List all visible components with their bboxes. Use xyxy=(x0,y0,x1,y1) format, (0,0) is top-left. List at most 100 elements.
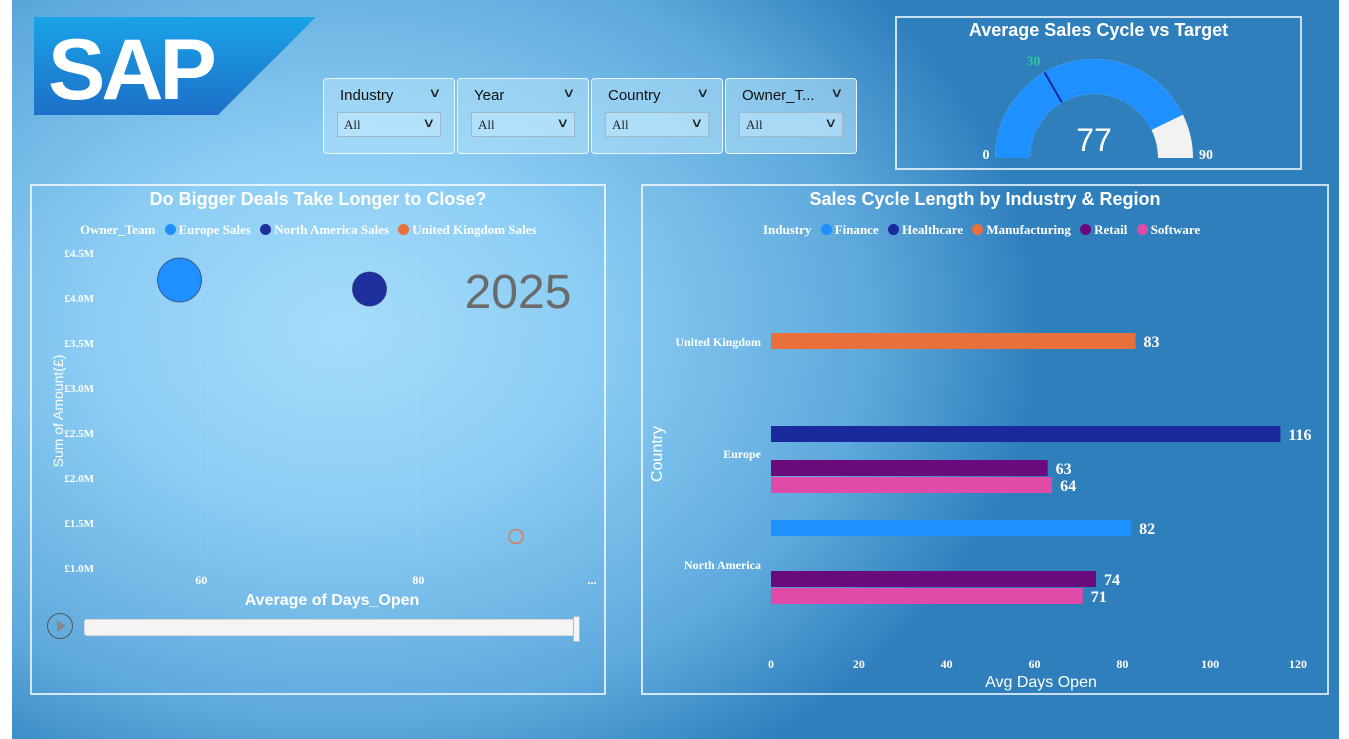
chevron-down-icon[interactable]: ∨ xyxy=(830,85,844,100)
scatter-point-north-america-sales[interactable] xyxy=(351,271,388,307)
legend-label-finance[interactable]: Finance xyxy=(834,222,879,237)
y-tick-label: £3.0M xyxy=(64,383,94,395)
play-axis-slider[interactable] xyxy=(84,616,580,642)
category-label: United Kingdom xyxy=(675,335,761,349)
y-tick-label: £3.5M xyxy=(64,338,94,350)
barchart-legend-title: Industry xyxy=(763,222,812,237)
bar-europe-retail[interactable] xyxy=(771,460,1048,476)
gauge-fill xyxy=(995,58,1183,159)
gauge-value-label: 77 xyxy=(1076,122,1112,158)
x-tick-label: 20 xyxy=(853,657,865,671)
bar-north-america-finance[interactable] xyxy=(771,520,1132,536)
gauge-title: Average Sales Cycle vs Target xyxy=(968,20,1229,40)
sap-logo: SAP xyxy=(34,17,316,115)
scatter-year-label: 2025 xyxy=(465,266,572,319)
barchart-panel[interactable]: Sales Cycle Length by Industry & Region … xyxy=(641,184,1329,695)
play-axis-handle[interactable] xyxy=(573,616,580,642)
slicer-industry-label: Industry xyxy=(340,87,394,104)
legend-dot-united-kingdom-sales xyxy=(398,224,410,235)
chevron-down-icon: ∨ xyxy=(422,115,436,130)
x-tick-label: 60 xyxy=(1029,657,1041,671)
chevron-down-icon[interactable]: ∨ xyxy=(696,85,710,100)
scatter-point-europe-sales[interactable] xyxy=(157,257,203,303)
x-tick-label: 60 xyxy=(195,573,207,587)
legend-label-north-america-sales[interactable]: North America Sales xyxy=(274,222,390,237)
scatter-plot: 2025 ... £1.0M £1.5M £2.0M £2.5M £3.0M £3.5M £… xyxy=(50,248,597,609)
legend-label-retail[interactable]: Retail xyxy=(1094,222,1128,237)
x-tick-label: 40 xyxy=(941,657,953,671)
legend-dot-finance xyxy=(820,224,832,235)
bar-north-america-retail[interactable] xyxy=(771,571,1096,587)
bar-europe-healthcare[interactable] xyxy=(771,426,1281,442)
sap-logo-text: SAP xyxy=(48,22,214,115)
slicer-year-label: Year xyxy=(474,87,505,104)
chevron-down-icon: ∨ xyxy=(824,115,838,130)
legend-label-healthcare[interactable]: Healthcare xyxy=(901,222,964,237)
bar-data-label: 83 xyxy=(1144,334,1160,351)
slicer-country[interactable]: Country ∨ All ∨ xyxy=(591,78,723,154)
legend-dot-healthcare xyxy=(887,224,899,235)
bar-data-label: 116 xyxy=(1288,427,1311,444)
slicer-industry-dropdown[interactable]: All ∨ xyxy=(337,112,441,137)
legend-label-europe-sales[interactable]: Europe Sales xyxy=(178,222,251,237)
scatter-title: Do Bigger Deals Take Longer to Close? xyxy=(149,189,487,209)
slicer-country-dropdown[interactable]: All ∨ xyxy=(605,112,709,137)
y-tick-label: £4.0M xyxy=(64,293,94,305)
x-tick-label: 80 xyxy=(1116,657,1128,671)
play-icon xyxy=(57,620,66,632)
scatter-panel[interactable]: Do Bigger Deals Take Longer to Close? Ow… xyxy=(30,184,606,695)
chevron-down-icon[interactable]: ∨ xyxy=(562,85,576,100)
category-label: Europe xyxy=(723,447,761,461)
slicer-year-dropdown[interactable]: All ∨ xyxy=(471,112,575,137)
y-tick-label: £2.0M xyxy=(64,473,94,485)
gauge-min-label: 0 xyxy=(983,148,990,163)
chevron-down-icon[interactable]: ∨ xyxy=(428,85,442,100)
gauge-chart: 30 77 0 90 xyxy=(983,55,1214,163)
x-tick-label: 80 xyxy=(412,573,424,587)
barchart-y-axis-title: Country xyxy=(649,426,666,482)
bar-data-label: 63 xyxy=(1056,461,1072,478)
bar-data-label: 82 xyxy=(1139,521,1155,538)
bar-north-america-software[interactable] xyxy=(771,588,1083,604)
bar-data-label: 64 xyxy=(1060,478,1076,495)
bar-united-kingdom-manufacturing[interactable] xyxy=(771,333,1136,349)
scatter-legend: Owner_Team Europe Sales North America Sa… xyxy=(80,222,537,238)
scatter-legend-title: Owner_Team xyxy=(80,222,156,237)
legend-dot-manufacturing xyxy=(972,224,984,235)
slicer-industry[interactable]: Industry ∨ All ∨ xyxy=(323,78,455,154)
x-tick-label: 100 xyxy=(1201,657,1219,671)
scatter-x-axis-title: Average of Days_Open xyxy=(245,592,420,609)
play-button[interactable] xyxy=(47,613,73,639)
slicer-owner-team-value: All xyxy=(746,117,763,132)
gauge-panel[interactable]: Average Sales Cycle vs Target 30 77 0 90 xyxy=(895,16,1302,170)
scatter-point-united-kingdom-sales[interactable] xyxy=(508,528,524,545)
chevron-down-icon: ∨ xyxy=(556,115,570,130)
slicer-owner-team[interactable]: Owner_T... ∨ All ∨ xyxy=(725,78,857,154)
y-tick-label: £1.5M xyxy=(64,518,94,530)
y-tick-label: £2.5M xyxy=(64,428,94,440)
barchart-x-axis-title: Avg Days Open xyxy=(985,674,1097,691)
scatter-more-label: ... xyxy=(588,573,597,587)
legend-label-software[interactable]: Software xyxy=(1150,222,1201,237)
slicer-year[interactable]: Year ∨ All ∨ xyxy=(457,78,589,154)
category-label: North America xyxy=(684,558,761,572)
bar-europe-software[interactable] xyxy=(771,477,1053,493)
x-tick-label: 0 xyxy=(768,657,774,671)
y-tick-label: £4.5M xyxy=(64,248,94,260)
legend-dot-retail xyxy=(1080,224,1092,235)
legend-dot-software xyxy=(1136,224,1148,235)
gauge-target-marker xyxy=(1043,71,1063,104)
bar-data-label: 74 xyxy=(1104,572,1120,589)
slicer-industry-value: All xyxy=(344,117,361,132)
bar-data-label: 71 xyxy=(1091,589,1107,606)
gauge-target-label: 30 xyxy=(1027,55,1041,70)
dashboard-canvas: SAP Industry ∨ All ∨ Year ∨ All ∨ Countr… xyxy=(12,0,1339,739)
legend-dot-north-america-sales xyxy=(260,224,272,235)
y-tick-label: £1.0M xyxy=(64,563,94,575)
slicer-owner-team-dropdown[interactable]: All ∨ xyxy=(739,112,843,137)
scatter-y-axis-title: Sum of Amount(£) xyxy=(50,355,66,468)
chevron-down-icon: ∨ xyxy=(690,115,704,130)
legend-label-united-kingdom-sales[interactable]: United Kingdom Sales xyxy=(412,222,537,237)
legend-label-manufacturing[interactable]: Manufacturing xyxy=(986,222,1071,237)
